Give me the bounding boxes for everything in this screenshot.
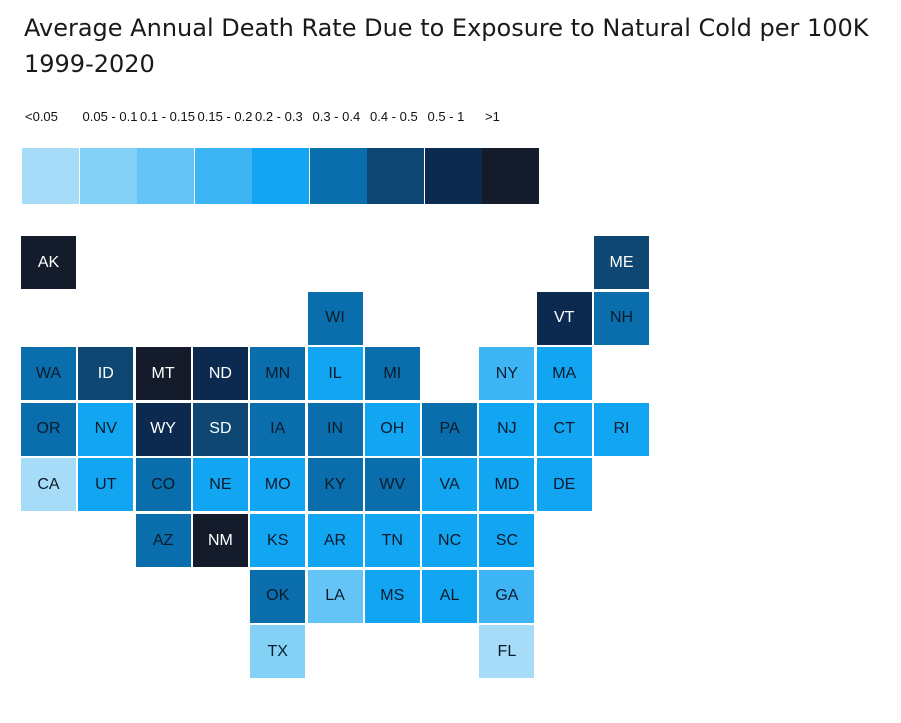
state-tile-mo[interactable]: MO — [250, 458, 306, 512]
state-tile-tn[interactable]: TN — [364, 514, 420, 567]
legend-label: 0.2 - 0.3 — [255, 109, 303, 124]
state-tile-sd[interactable]: SD — [192, 402, 248, 456]
legend-swatch — [194, 148, 252, 204]
chart-title-line-1: Average Annual Death Rate Due to Exposur… — [24, 14, 869, 42]
state-tile-mt[interactable]: MT — [135, 347, 191, 401]
legend-label: 0.4 - 0.5 — [370, 109, 418, 124]
state-tile-pa[interactable]: PA — [422, 402, 478, 456]
legend-swatch — [482, 148, 539, 204]
state-tile-id[interactable]: ID — [78, 347, 134, 401]
legend-swatch — [424, 148, 482, 204]
state-tile-wy[interactable]: WY — [135, 402, 191, 456]
state-tile-al[interactable]: AL — [422, 569, 478, 623]
state-tile-ri[interactable]: RI — [594, 402, 649, 456]
state-tile-oh[interactable]: OH — [364, 402, 420, 456]
state-tile-nc[interactable]: NC — [422, 514, 478, 567]
state-tile-ut[interactable]: UT — [78, 458, 134, 512]
state-tile-me[interactable]: ME — [594, 236, 649, 289]
state-tile-tx[interactable]: TX — [250, 625, 306, 679]
state-tile-la[interactable]: LA — [307, 569, 363, 623]
legend-label: 0.1 - 0.15 — [140, 109, 195, 124]
state-tile-wa[interactable]: WA — [21, 347, 76, 401]
state-tile-ny[interactable]: NY — [479, 347, 535, 401]
legend-swatch — [79, 148, 137, 204]
legend-swatch — [367, 148, 424, 204]
chart-title: Average Annual Death Rate Due to Exposur… — [24, 10, 894, 82]
legend-label: 0.3 - 0.4 — [312, 109, 361, 124]
state-tile-de[interactable]: DE — [536, 458, 592, 512]
state-tile-sc[interactable]: SC — [479, 514, 535, 567]
state-tile-in[interactable]: IN — [307, 402, 363, 456]
state-tile-wi[interactable]: WI — [307, 291, 363, 345]
state-tile-mi[interactable]: MI — [364, 347, 420, 401]
state-tile-ar[interactable]: AR — [307, 514, 363, 567]
state-tile-ky[interactable]: KY — [307, 458, 363, 512]
legend-swatch — [137, 148, 194, 204]
tile-grid-map: AK ME WI VT NH WA ID MT ND MN IL MI NY MA OR NV WY SD IA IN… — [21, 236, 661, 686]
color-legend: <0.05 0.05 - 0.1 0.1 - 0.15 0.15 - 0.2 0.2 -… — [22, 95, 542, 205]
state-tile-ca[interactable]: CA — [21, 458, 76, 512]
state-tile-ks[interactable]: KS — [250, 514, 306, 567]
state-tile-co[interactable]: CO — [135, 458, 191, 512]
legend-swatch — [22, 148, 79, 204]
state-tile-nv[interactable]: NV — [78, 402, 134, 456]
state-tile-ms[interactable]: MS — [364, 569, 420, 623]
legend-label: 0.5 - 1 — [427, 109, 465, 124]
state-tile-ma[interactable]: MA — [536, 347, 592, 401]
state-tile-fl[interactable]: FL — [479, 625, 535, 679]
state-tile-nm[interactable]: NM — [192, 514, 248, 567]
legend-label: 0.15 - 0.2 — [197, 109, 253, 124]
state-tile-nj[interactable]: NJ — [479, 402, 535, 456]
legend-swatch — [309, 148, 367, 204]
legend-label: <0.05 — [25, 109, 58, 124]
state-tile-ne[interactable]: NE — [192, 458, 248, 512]
state-tile-mn[interactable]: MN — [250, 347, 306, 401]
state-tile-md[interactable]: MD — [479, 458, 535, 512]
legend-label: >1 — [485, 109, 500, 124]
state-tile-vt[interactable]: VT — [536, 291, 592, 345]
state-tile-nd[interactable]: ND — [192, 347, 248, 401]
state-tile-ga[interactable]: GA — [479, 569, 535, 623]
state-tile-ct[interactable]: CT — [536, 402, 592, 456]
state-tile-va[interactable]: VA — [422, 458, 478, 512]
state-tile-az[interactable]: AZ — [135, 514, 191, 567]
state-tile-nh[interactable]: NH — [594, 291, 649, 345]
state-tile-il[interactable]: IL — [307, 347, 363, 401]
state-tile-wv[interactable]: WV — [364, 458, 420, 512]
legend-swatch — [252, 148, 309, 204]
chart-title-line-2: 1999-2020 — [24, 50, 155, 78]
state-tile-ok[interactable]: OK — [250, 569, 306, 623]
state-tile-ia[interactable]: IA — [250, 402, 306, 456]
legend-label: 0.05 - 0.1 — [82, 109, 138, 124]
state-tile-or[interactable]: OR — [21, 402, 76, 456]
state-tile-ak[interactable]: AK — [21, 236, 76, 289]
